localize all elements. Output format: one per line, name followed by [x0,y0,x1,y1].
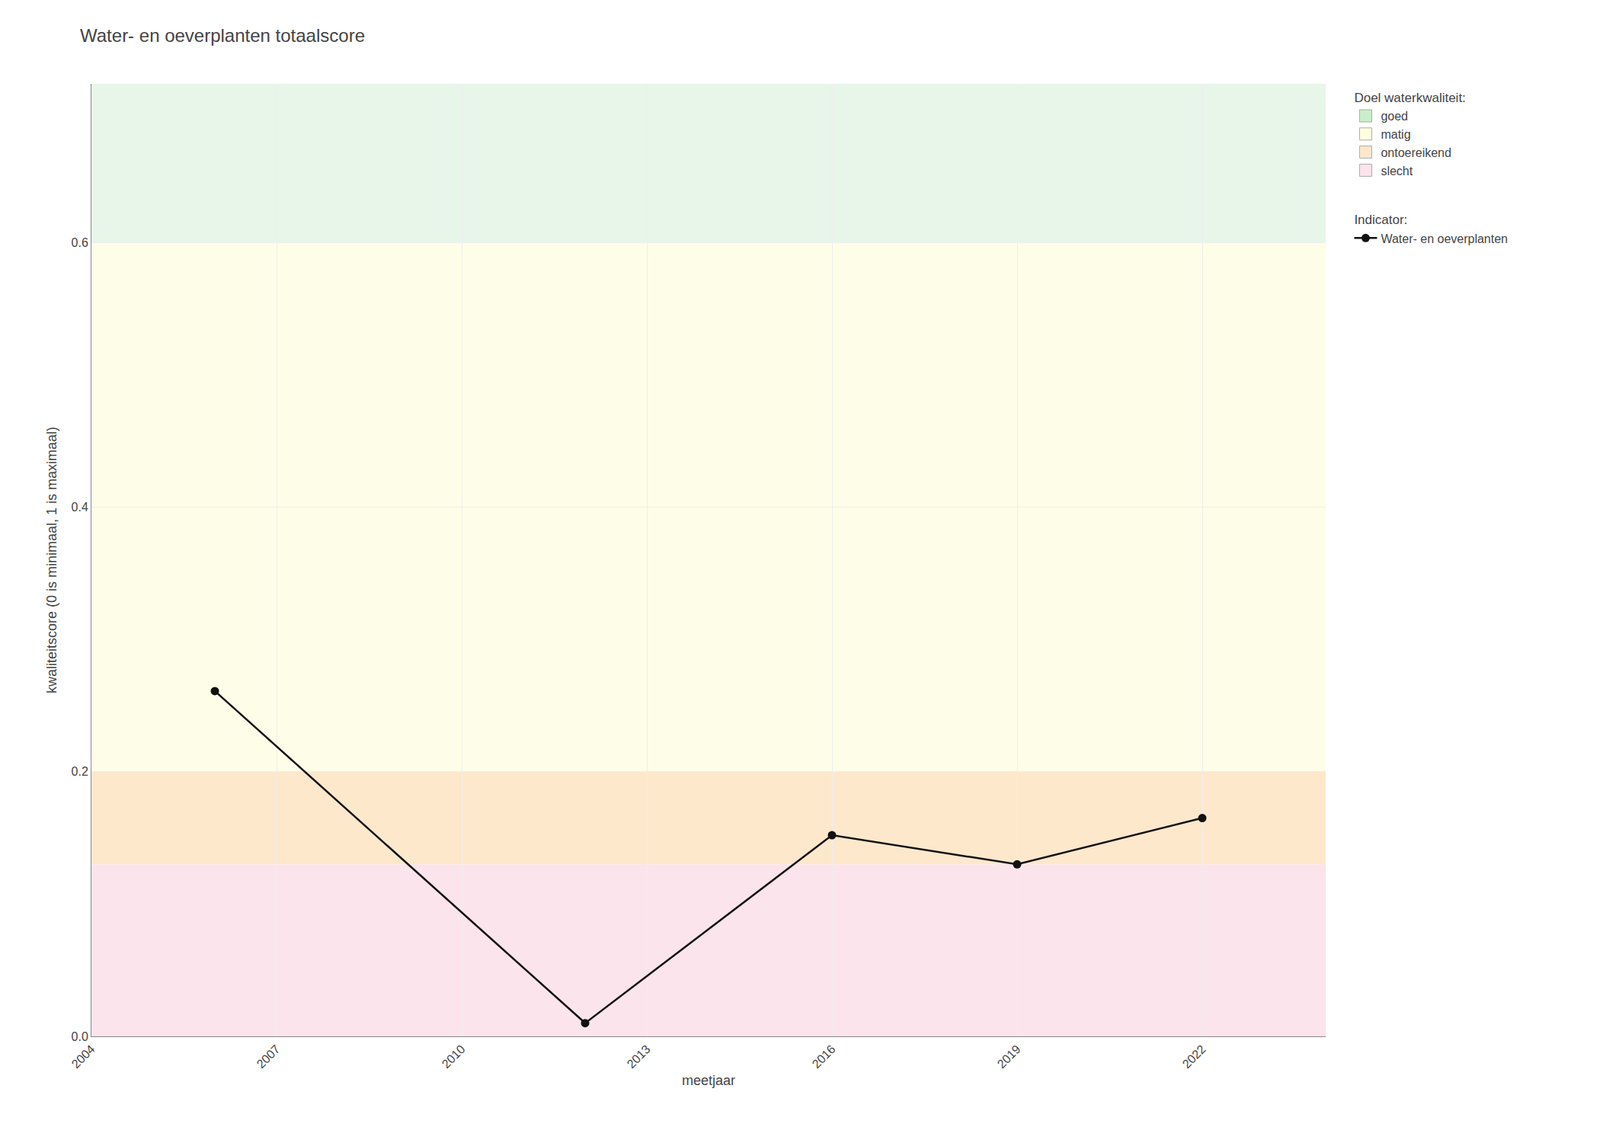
svg-text:Water- en oeverplanten: Water- en oeverplanten [1380,232,1508,246]
svg-text:2004: 2004 [69,1042,98,1071]
svg-text:2013: 2013 [624,1042,653,1071]
svg-text:Water- en oeverplanten totaals: Water- en oeverplanten totaalscore [80,25,365,46]
svg-text:2019: 2019 [995,1042,1024,1071]
svg-text:2016: 2016 [809,1042,839,1071]
svg-text:0.4: 0.4 [71,500,89,514]
svg-text:kwaliteitscore (0 is minimaal,: kwaliteitscore (0 is minimaal, 1 is maxi… [44,426,60,694]
svg-text:0.2: 0.2 [71,764,89,778]
svg-text:ontoereikend: ontoereikend [1380,146,1452,160]
svg-text:2022: 2022 [1180,1042,1209,1071]
svg-text:Doel waterkwaliteit:: Doel waterkwaliteit: [1353,90,1466,106]
svg-text:slecht: slecht [1380,164,1413,178]
svg-text:Indicator:: Indicator: [1353,212,1408,228]
svg-text:0.6: 0.6 [71,236,89,250]
svg-text:2007: 2007 [254,1042,283,1071]
svg-text:0.0: 0.0 [71,1030,89,1044]
svg-text:2010: 2010 [439,1042,468,1071]
svg-text:goed: goed [1380,109,1408,123]
svg-text:meetjaar: meetjaar [681,1072,736,1088]
svg-text:matig: matig [1380,128,1411,141]
